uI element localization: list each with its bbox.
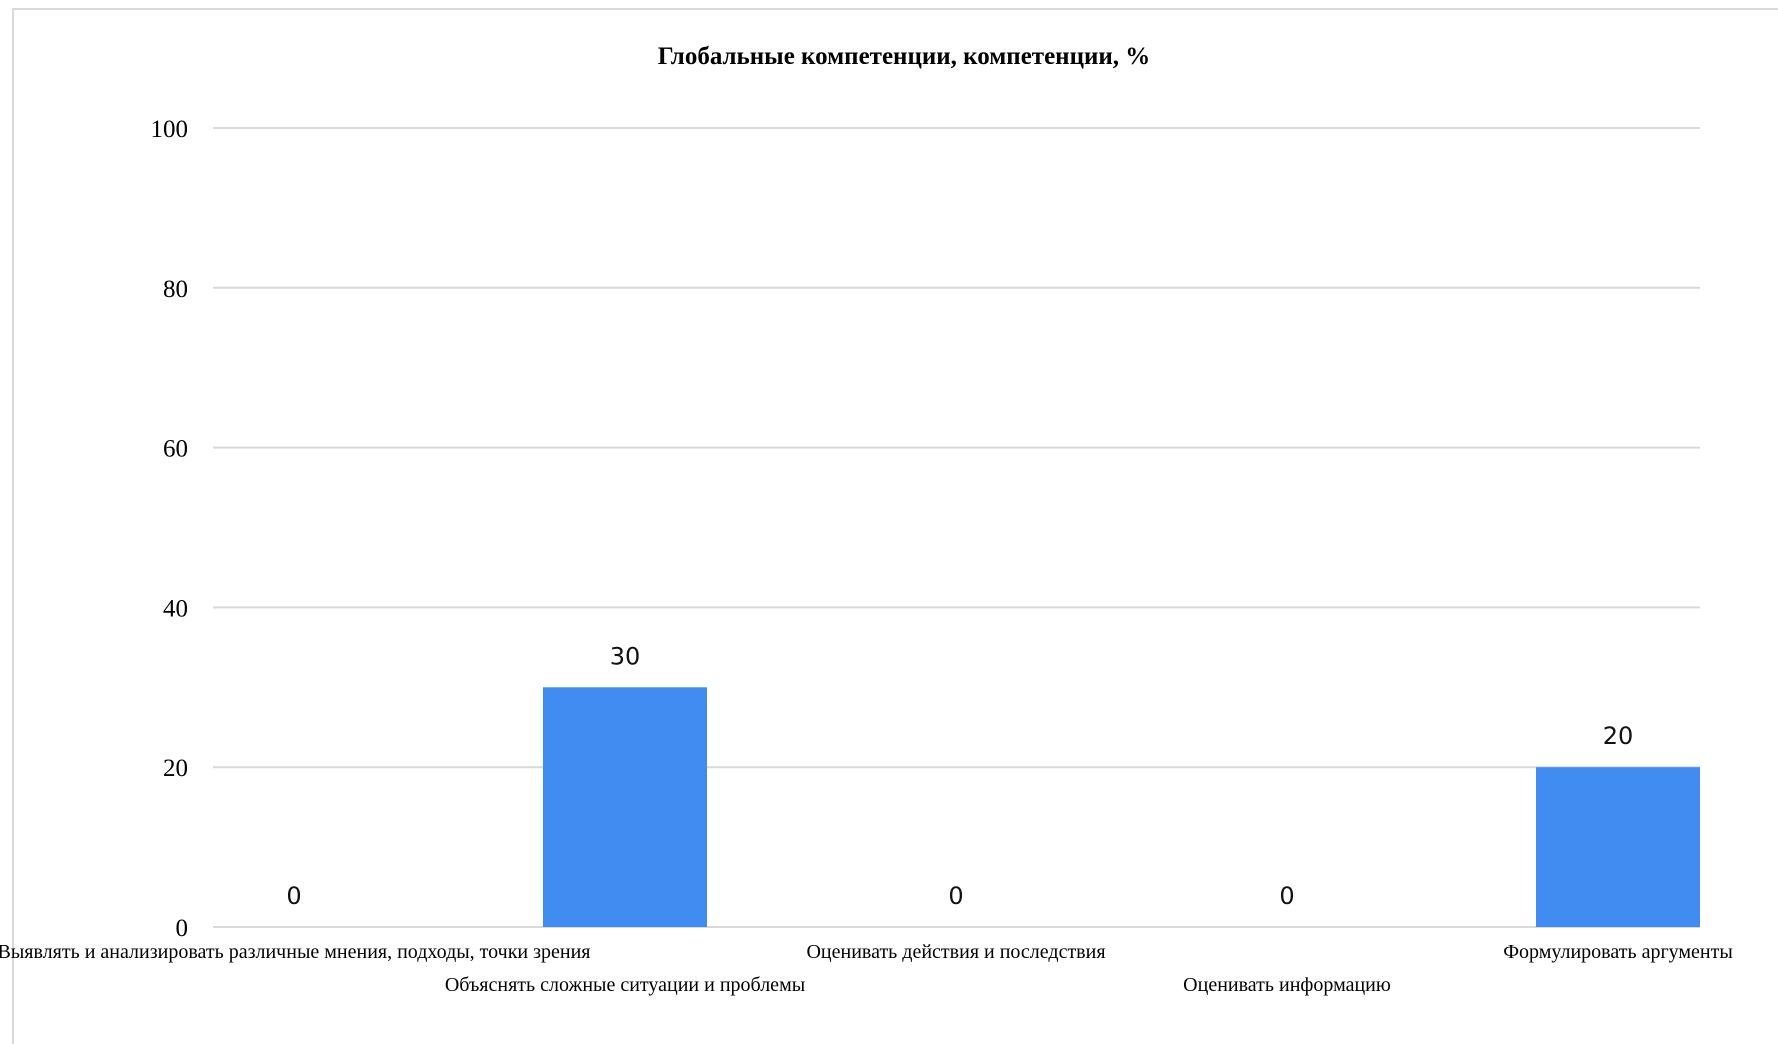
y-tick-label: 80 <box>163 276 188 303</box>
x-tick-label: Оценивать действия и последствия <box>806 941 1105 963</box>
chart-title: Глобальные компетенции, компетенции, % <box>658 43 1151 70</box>
bar <box>1536 767 1700 927</box>
y-tick-label: 60 <box>163 436 188 463</box>
data-labels: 0 30 0 0 20 <box>286 642 1633 910</box>
y-tick-label: 40 <box>163 595 188 622</box>
data-label: 20 <box>1603 722 1634 750</box>
data-label: 30 <box>610 642 641 670</box>
gridlines <box>213 127 1700 928</box>
data-label: 0 <box>286 882 301 910</box>
bar <box>543 687 707 927</box>
x-tick-label: Оценивать информацию <box>1183 974 1391 996</box>
data-label: 0 <box>948 882 963 910</box>
bars <box>543 687 1700 927</box>
x-tick-label: Выявлять и анализировать различные мнени… <box>0 941 591 963</box>
y-tick-label: 20 <box>163 755 188 782</box>
data-label: 0 <box>1279 882 1294 910</box>
y-tick-label: 100 <box>151 116 189 143</box>
x-axis-ticks: Выявлять и анализировать различные мнени… <box>0 941 1733 996</box>
x-tick-label: Объяснять сложные ситуации и проблемы <box>445 974 805 996</box>
x-tick-label: Формулировать аргументы <box>1503 941 1733 963</box>
y-axis-ticks: 0 20 40 60 80 100 <box>151 116 189 942</box>
y-tick-label: 0 <box>176 915 189 942</box>
chart-frame <box>12 8 1778 1044</box>
